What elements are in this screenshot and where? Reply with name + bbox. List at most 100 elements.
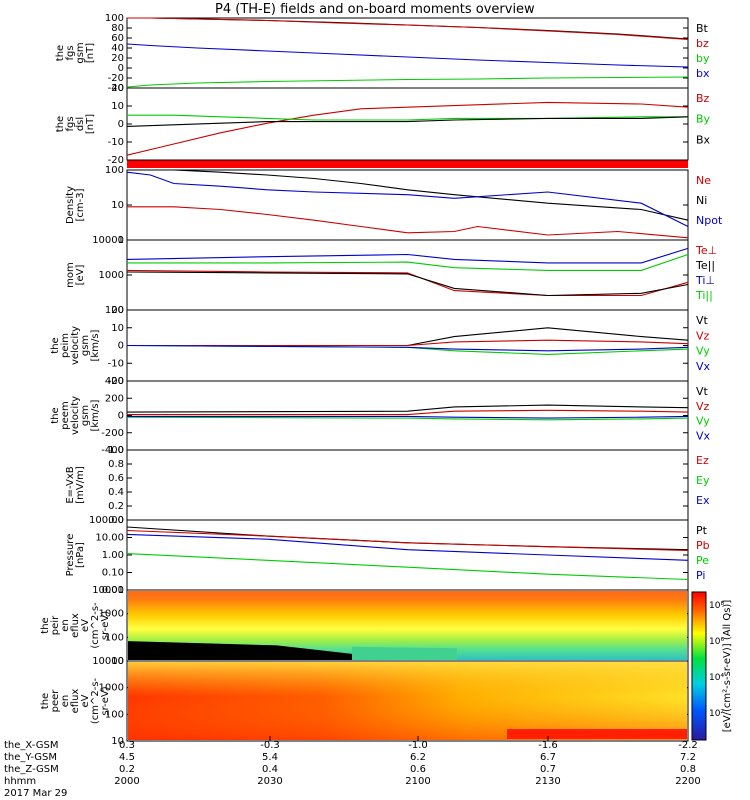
spectrogram-electron-overlay	[128, 662, 687, 740]
xaxis-value: 6.7	[540, 752, 556, 763]
ytick-label: 1	[118, 235, 124, 246]
xaxis-value: -1.0	[408, 740, 428, 751]
low-count-region	[128, 641, 352, 660]
ylabel-line: [nPa]	[75, 542, 86, 568]
legend-entry: Vx	[696, 360, 711, 373]
ytick-label: -400	[101, 445, 124, 456]
ylabel-line: gsm	[75, 42, 86, 63]
ytick-label: 1000	[99, 683, 124, 694]
ylabel-line: E=-VxB	[65, 466, 76, 503]
ylabel-line: fgs	[65, 45, 76, 60]
ytick-label: 60	[111, 33, 124, 44]
xaxis-value: 0.2	[119, 764, 135, 775]
legend-entry: By	[696, 113, 711, 126]
ylabel-line: peer	[50, 689, 61, 713]
series-line	[127, 253, 689, 271]
colorbar-tick: 10⁶	[709, 637, 724, 647]
ytick-label: 200	[105, 393, 124, 404]
ytick-label: 0.4	[108, 487, 124, 498]
xaxis-value: 2200	[675, 776, 700, 787]
panel-frame	[126, 660, 689, 742]
date-label: 2017 Mar 29	[4, 788, 67, 799]
ytick-label: -20	[108, 376, 124, 387]
ylabel-line: the	[40, 617, 51, 633]
ytick-label: -40	[108, 83, 124, 94]
series-line	[126, 43, 689, 68]
ytick-label: 0	[118, 119, 124, 130]
ylabel-line: mom	[65, 262, 76, 288]
ylabel-line: peim	[60, 333, 71, 358]
ytick-label: 1.0	[108, 445, 124, 456]
ytick-label: 0.10	[102, 568, 124, 579]
ytick-label: 10	[111, 656, 124, 667]
legend-entry: Vy	[696, 345, 710, 358]
ylabel-line: Density	[65, 186, 76, 224]
ytick-label: 10	[111, 323, 124, 334]
ylabel-line: sr-eV)	[100, 686, 111, 715]
ylabel-line: gsm	[80, 405, 91, 426]
ytick-label: 100	[105, 632, 124, 643]
ylabel-line: (cm^2-s-	[90, 677, 101, 724]
xaxis-value: 7.2	[680, 752, 696, 763]
legend-entry: Bz	[696, 92, 710, 105]
ytick-label: 10000	[92, 656, 124, 667]
ylabel-line: velocity	[70, 396, 81, 435]
legend-entry: Vz	[696, 400, 710, 413]
xaxis-value: 6.2	[410, 752, 426, 763]
colorbar	[691, 591, 707, 741]
ylabel-line: velocity	[70, 326, 81, 365]
series-line	[126, 404, 689, 413]
legend-entry: Ti⊥	[695, 274, 715, 287]
ylabel-line: eflux	[70, 689, 81, 714]
panel-frame	[126, 239, 689, 311]
series-line	[126, 344, 689, 352]
legend-entry: Ni	[696, 194, 707, 207]
series-line	[126, 529, 689, 552]
xaxis-value: -1.6	[538, 740, 558, 751]
series-line	[126, 553, 689, 581]
legend-entry: Te||	[695, 259, 715, 272]
ylabel-line: Pressure	[65, 534, 76, 577]
ytick-label: 400	[105, 376, 124, 387]
xaxis-row-label: the_X-GSM	[4, 740, 58, 751]
ytick-label: 0.6	[108, 473, 124, 484]
ytick-label: 80	[111, 23, 124, 34]
xaxis-value: 0.7	[540, 764, 556, 775]
ytick-label: 100.00	[89, 515, 124, 526]
ytick-label: 0	[118, 341, 124, 352]
ytick-label: 0	[118, 411, 124, 422]
legend-entry: Pi	[696, 569, 705, 582]
ylabel-line: gsm	[80, 335, 91, 356]
xaxis-row-label: the_Z-GSM	[4, 764, 59, 775]
xaxis-value: -2.2	[678, 740, 698, 751]
legend-entry: Vx	[696, 429, 711, 442]
legend-entry: Ti||	[695, 289, 713, 302]
ylabel-line: fgs	[65, 116, 76, 131]
ytick-label: -10	[108, 137, 124, 148]
ytick-label: 0.01	[102, 585, 124, 596]
xaxis-row-label: hhmm	[4, 776, 36, 787]
ylabel-line: the	[55, 116, 66, 132]
ytick-label: 0.0	[108, 515, 124, 526]
series-line	[127, 327, 689, 347]
legend-entry: bz	[696, 37, 709, 50]
ytick-label: 1.00	[102, 550, 124, 561]
series-line	[127, 206, 689, 239]
xaxis-value: 0.6	[410, 764, 426, 775]
separator-band	[127, 160, 688, 168]
ytick-label: 40	[111, 43, 124, 54]
ytick-label: 0.8	[108, 459, 124, 470]
ytick-label: 1000	[99, 270, 124, 281]
series-line	[126, 116, 689, 127]
series-line	[126, 526, 689, 551]
colorbar-tick: 10⁴	[709, 673, 724, 683]
ylabel-line: [cm-3]	[75, 188, 86, 221]
ytick-label: -200	[101, 428, 124, 439]
ytick-label: 10.00	[95, 533, 124, 544]
ylabel-line: [km/s]	[90, 399, 101, 431]
ytick-label: 20	[111, 305, 124, 316]
panel-frame	[126, 169, 689, 241]
ytick-label: -10	[108, 358, 124, 369]
ylabel-line: sr-eV)	[100, 611, 111, 640]
legend-entry: Bx	[696, 133, 711, 146]
